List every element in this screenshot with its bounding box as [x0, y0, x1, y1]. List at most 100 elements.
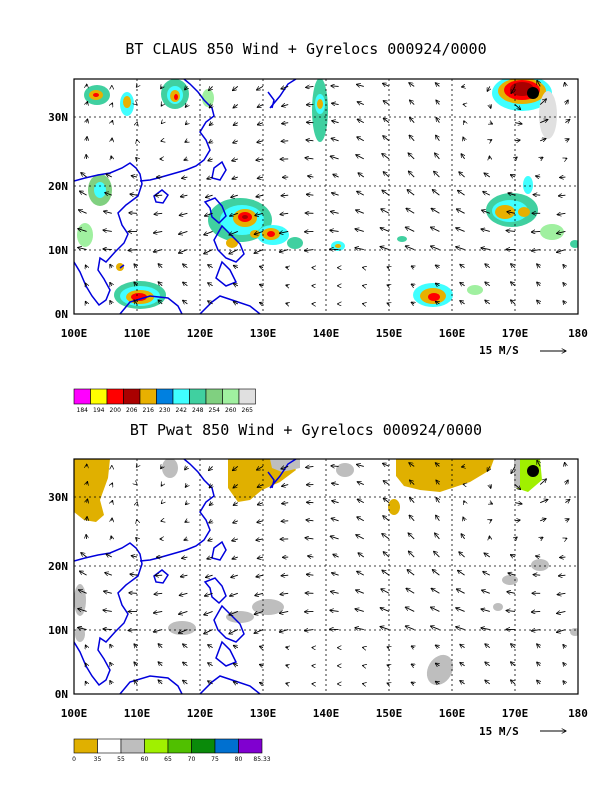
wind-vector — [383, 498, 390, 504]
wind-vector — [87, 482, 88, 485]
wind-vector — [286, 285, 288, 286]
wind-vector — [153, 611, 163, 613]
panel1-x-ticks: 100E 110E 120E 130E 140E 150E 160E 170E … — [61, 327, 588, 340]
wind-vector — [110, 681, 112, 684]
wind-vector — [178, 629, 188, 634]
wind-vector — [185, 86, 188, 89]
panel2-xtick: 130E — [250, 707, 277, 720]
wind-vector — [435, 83, 439, 87]
wind-vector — [331, 86, 339, 87]
wind-vector — [411, 284, 414, 286]
legend-swatch — [189, 388, 207, 405]
legend-swatch — [222, 388, 240, 405]
wind-vector — [103, 249, 112, 250]
wind-vector — [484, 173, 491, 178]
wind-vector — [256, 539, 264, 540]
panel1-xtick: 180 — [568, 327, 588, 340]
wind-vector — [229, 231, 238, 235]
wind-vector — [86, 534, 87, 539]
wind-vector — [306, 140, 314, 141]
wind-vector — [355, 248, 364, 250]
wind-vector — [556, 630, 566, 633]
legend-label: 216 — [143, 407, 155, 414]
legend-swatch — [238, 388, 256, 405]
wind-vector — [381, 209, 390, 214]
panel2-xtick: 170E — [502, 707, 529, 720]
wind-vector — [435, 153, 440, 160]
wind-vector — [383, 101, 390, 105]
wind-vector — [482, 590, 490, 594]
wind-vector — [330, 156, 339, 159]
legend-label: 70 — [188, 756, 196, 763]
wind-vector — [356, 590, 364, 594]
wind-vector — [136, 466, 137, 467]
wind-vector — [431, 227, 440, 232]
wind-vector — [131, 556, 138, 557]
wind-vector — [183, 264, 188, 268]
wind-vector — [304, 250, 314, 251]
wind-vector — [130, 574, 138, 575]
legend-swatch — [90, 388, 108, 405]
wind-vector — [436, 100, 439, 105]
legend-swatch — [97, 738, 122, 754]
wind-vector — [511, 644, 516, 648]
panel2-map: 30N 20N 10N 0N 100E 110E 120E 130E 140E … — [48, 458, 588, 763]
wind-vector — [280, 593, 289, 594]
wind-vector — [257, 557, 264, 558]
panel2-scale-label: 15 M/S — [479, 725, 519, 738]
wind-vector — [259, 266, 263, 267]
panel2-coastlines — [74, 459, 297, 694]
wind-vector — [332, 501, 339, 503]
wind-vector — [233, 105, 239, 108]
wind-vector — [281, 466, 289, 469]
wind-vector — [456, 247, 465, 250]
wind-vector — [540, 139, 546, 141]
panel2-gridlines — [74, 459, 578, 694]
wind-vector — [286, 647, 288, 648]
wind-vector — [233, 302, 239, 304]
wind-vector — [233, 664, 239, 666]
wind-vector — [204, 593, 213, 596]
legend-swatch — [139, 388, 157, 405]
wind-vector — [514, 123, 522, 124]
panel2-xtick: 160E — [439, 707, 466, 720]
legend-label: 230 — [159, 407, 171, 414]
wind-vector — [531, 250, 541, 251]
wind-vector — [435, 681, 439, 684]
legend-label: 242 — [176, 407, 188, 414]
legend-swatch — [73, 738, 98, 754]
panel1-color-legend: 184 194 200 206 216 230 242 248 254 260 265 — [73, 388, 256, 414]
legend-swatch — [191, 738, 216, 754]
wind-vector — [209, 86, 213, 90]
wind-vector — [79, 191, 87, 196]
wind-vector — [257, 86, 264, 90]
wind-vector — [387, 647, 389, 648]
wind-vector — [279, 231, 289, 233]
wind-vector — [209, 123, 212, 126]
wind-vector — [331, 138, 339, 141]
wind-vector — [232, 557, 238, 559]
wind-vector — [153, 630, 163, 632]
panel1-xtick: 160E — [439, 327, 466, 340]
legend-swatch — [156, 388, 174, 405]
wind-vector — [179, 213, 188, 215]
wind-vector — [286, 267, 288, 268]
wind-vector — [382, 154, 390, 160]
wind-vector — [456, 608, 465, 612]
wind-vector — [183, 644, 188, 648]
wind-vector — [357, 499, 365, 502]
legend-label: 80 — [235, 756, 243, 763]
legend-swatch — [167, 738, 192, 754]
wind-vector — [255, 593, 264, 595]
wind-vector — [231, 575, 238, 577]
wind-vector — [281, 141, 289, 142]
wind-vector — [511, 662, 516, 666]
wind-vector — [207, 557, 213, 559]
wind-vector — [558, 575, 566, 576]
wind-vector — [154, 213, 163, 214]
wind-vector — [383, 172, 390, 178]
wind-vector — [430, 626, 440, 630]
wind-vector — [435, 645, 439, 648]
wind-vector — [129, 593, 138, 594]
